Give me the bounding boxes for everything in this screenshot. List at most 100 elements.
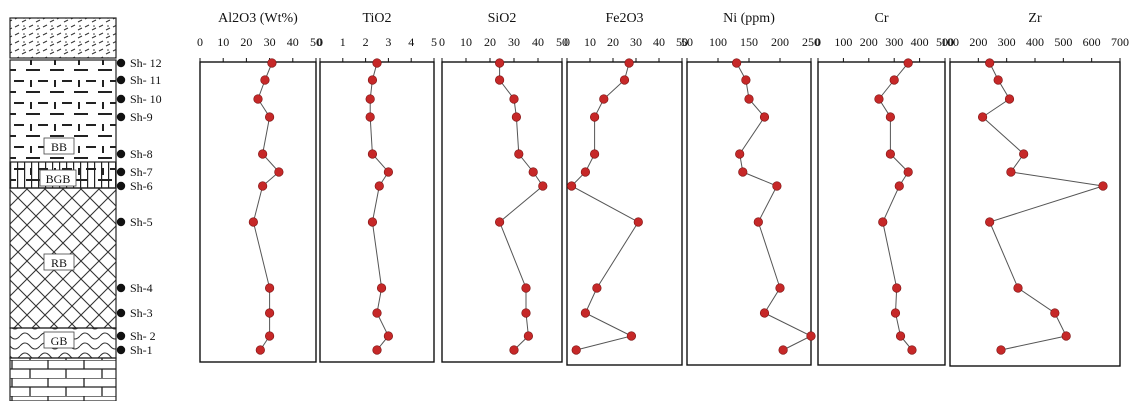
tick-label: 4 [408,35,414,49]
unit-label-bgb: BGB [46,172,71,186]
data-point [383,167,394,177]
tick-label: 40 [532,35,544,49]
data-point [258,181,268,191]
data-point [495,58,505,68]
data-point [874,94,884,104]
layer-basement [9,357,117,401]
tick-label: 0 [317,35,323,49]
data-point [383,331,394,341]
tick-label: 300 [998,35,1016,49]
data-point [775,283,785,293]
tick-label: 20 [607,35,619,49]
data-point [1050,308,1060,318]
data-point [253,94,263,104]
sample-dot [116,112,126,122]
data-point [509,94,519,104]
data-point [365,112,375,122]
unit-label-rb: RB [51,256,67,270]
tick-label: 3 [385,35,391,49]
data-point [1006,167,1016,177]
data-point [265,112,275,122]
sample-dot [116,58,126,68]
series-line [981,62,1104,351]
tick-label: 100 [834,35,852,49]
data-point [267,58,277,68]
tick-label: 10 [217,35,229,49]
data-point [599,94,609,104]
data-point [1004,94,1015,104]
data-point [878,217,888,227]
sample-dot [116,308,126,318]
sample-label: Sh-5 [130,215,153,229]
data-point [619,75,630,85]
sample-dot [116,345,126,355]
data-point [521,283,531,293]
tick-label: 300 [885,35,903,49]
data-point [885,149,895,159]
data-point [265,331,275,341]
sample-dot [116,149,126,159]
data-point [903,58,913,68]
data-point [977,112,988,122]
data-point [374,181,384,191]
tick-label: 50 [556,35,568,49]
series-line [570,62,640,351]
tick-label: 20 [240,35,252,49]
data-point [367,149,378,159]
panel-frame [949,61,1121,367]
data-point [376,283,387,293]
tick-label: 250 [802,35,820,49]
tick-label: 30 [264,35,276,49]
data-point [367,217,378,227]
data-point [772,181,782,191]
series-line [878,62,913,351]
data-point [759,112,770,122]
tick-label: 500 [936,35,954,49]
tick-label: 500 [1054,35,1072,49]
data-point [633,217,643,227]
tick-label: 50 [676,35,688,49]
chart-panels: Al2O3 (Wt%) 0 10 20 30 40 50 TiO2 0 1 2 3 4 5 SiO2 0 10 2… [197,11,1129,367]
data-point [589,149,600,159]
data-point [735,149,745,159]
data-point [1019,149,1029,159]
tick-label: 100 [709,35,727,49]
data-point [731,58,742,68]
panel-3: Fe2O3 0 10 20 30 40 50 [564,11,688,366]
tick-label: 30 [508,35,520,49]
panel-title: Al2O3 (Wt%) [218,11,298,26]
data-point [889,75,899,85]
tick-label: 10 [584,35,596,49]
panel-frame [441,61,563,363]
data-point [523,331,534,341]
data-point [367,75,378,85]
panel-title: Ni (ppm) [723,11,775,26]
data-point [626,331,637,341]
layer-top-soil [9,17,117,59]
data-point [509,345,519,355]
tick-label: 100 [941,35,959,49]
tick-label: 50 [310,35,322,49]
sample-label: Sh- 11 [130,73,161,87]
data-point [993,75,1003,85]
strat-column: GB RB BGB BB [9,17,117,401]
tick-label: 1 [340,35,346,49]
tick-label: 0 [197,35,203,49]
data-point [592,283,602,293]
panel-frame [566,61,683,366]
panel-5: Cr 0 100 200 300 400 500 [815,11,954,366]
panel-0: Al2O3 (Wt%) 0 10 20 30 40 50 [197,11,322,363]
data-point [495,217,505,227]
data-point [806,331,816,341]
data-point [624,58,634,68]
panel-frame [686,61,812,366]
data-point [892,283,902,293]
data-point [521,308,531,318]
sample-label: Sh- 2 [130,329,156,343]
sample-dot [116,181,126,191]
panel-title: Cr [875,11,889,26]
data-point [511,112,522,122]
data-point [372,58,382,68]
sample-label: Sh- 10 [130,92,162,106]
